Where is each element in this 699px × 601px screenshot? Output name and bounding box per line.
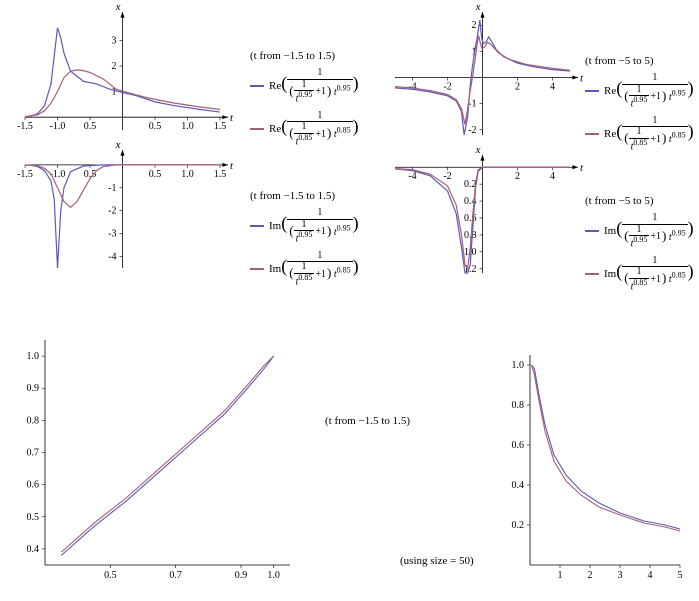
- legend-formula: Re( 1 (1t0.85+1) t0.85 ): [269, 111, 359, 148]
- legend-formula: Re( 1 (1t0.85+1) t0.85 ): [604, 116, 694, 153]
- svg-text:0.8: 0.8: [512, 400, 525, 411]
- svg-text:0.6: 0.6: [512, 440, 525, 451]
- svg-text:-4: -4: [108, 252, 116, 263]
- svg-text:3: 3: [112, 35, 117, 46]
- legend-title: (t from −1.5 to 1.5): [250, 190, 359, 202]
- svg-text:0.4: 0.4: [512, 480, 525, 491]
- svg-text:t: t: [580, 162, 584, 174]
- svg-text:-1.5: -1.5: [17, 169, 33, 180]
- legend-title: (t from −1.5 to 1.5): [250, 50, 359, 62]
- svg-text:x: x: [115, 1, 121, 13]
- svg-text:0.7: 0.7: [169, 570, 182, 581]
- legend-swatch: [585, 230, 599, 232]
- legend: (t from −1.5 to 1.5) Im( 1 (1t0.95+1) t0…: [250, 190, 359, 288]
- bottom-left-chart: 0.5 0.7 0.9 1.0 0.4 0.5 0.6 0.7 0.8 0.9 1.0: [27, 340, 291, 581]
- legend-swatch: [250, 268, 264, 270]
- svg-text:-4: -4: [408, 171, 416, 182]
- legend-item-2: Im( 1 (1t0.85+1) t0.85 ): [585, 256, 694, 293]
- svg-text:4: 4: [550, 171, 555, 182]
- svg-text:0.8: 0.8: [27, 415, 40, 426]
- svg-text:-2: -2: [468, 125, 476, 136]
- svg-text:4: 4: [550, 82, 555, 93]
- svg-text:0.5: 0.5: [149, 121, 162, 132]
- svg-text:t: t: [230, 160, 234, 172]
- svg-text:0.9: 0.9: [235, 570, 248, 581]
- svg-text:t: t: [230, 112, 234, 124]
- legend-item-2: Re( 1 (1t0.85+1) t0.85 ): [250, 111, 359, 148]
- svg-text:1.0: 1.0: [181, 121, 194, 132]
- svg-text:t: t: [580, 73, 584, 85]
- svg-text:0.5: 0.5: [84, 121, 97, 132]
- legend-formula: Re( 1 (1t0.95+1) t0.95 ): [604, 73, 694, 110]
- svg-text:-2: -2: [108, 206, 116, 217]
- legend-swatch: [250, 225, 264, 227]
- size-note: (using size = 50): [400, 555, 474, 567]
- svg-text:-2: -2: [443, 82, 451, 93]
- svg-text:0.7: 0.7: [27, 448, 40, 459]
- legend-swatch: [585, 273, 599, 275]
- svg-text:3: 3: [618, 570, 623, 581]
- legend-item-1: Re( 1 (1t0.95+1) t0.95 ): [585, 73, 694, 110]
- svg-text:0.6: 0.6: [27, 480, 40, 491]
- legend-item-2: Re( 1 (1t0.85+1) t0.85 ): [585, 116, 694, 153]
- svg-text:0.8: 0.8: [464, 230, 477, 241]
- svg-text:x: x: [475, 144, 481, 156]
- legend: (t from −5 to 5) Re( 1 (1t0.95+1) t0.95 …: [585, 55, 694, 153]
- svg-text:1.0: 1.0: [512, 360, 525, 371]
- svg-text:2: 2: [588, 570, 593, 581]
- svg-text:1.0: 1.0: [27, 351, 40, 362]
- legend-title: (t from −5 to 5): [585, 195, 694, 207]
- legend-swatch: [250, 128, 264, 130]
- svg-text:0.5: 0.5: [27, 512, 40, 523]
- im-wide-chart: tx-4-2240.20.40.60.81.01.2: [395, 144, 584, 275]
- re-small-chart: tx-1.5-1.00.50.51.01.5123: [17, 1, 234, 132]
- svg-text:-1.0: -1.0: [50, 169, 66, 180]
- svg-text:0.9: 0.9: [27, 383, 40, 394]
- svg-text:-2: -2: [443, 171, 451, 182]
- legend-formula: Im( 1 (1t0.95+1) t0.95 ): [269, 208, 359, 245]
- range-label: (t from −1.5 to 1.5): [325, 415, 410, 427]
- bottom-right-chart: 1 2 3 4 5 0.2 0.4 0.6 0.8 1.0: [512, 355, 683, 581]
- svg-text:2: 2: [112, 61, 117, 72]
- legend-formula: Re( 1 (1t0.95+1) t0.95 ): [269, 68, 359, 105]
- legend-swatch: [585, 90, 599, 92]
- svg-text:-3: -3: [108, 229, 116, 240]
- legend-formula: Im( 1 (1t0.95+1) t0.95 ): [604, 213, 694, 250]
- legend-item-1: Im( 1 (1t0.95+1) t0.95 ): [250, 208, 359, 245]
- svg-text:0.5: 0.5: [149, 169, 162, 180]
- svg-text:-4: -4: [408, 82, 416, 93]
- svg-text:1.0: 1.0: [181, 169, 194, 180]
- svg-text:-1.0: -1.0: [50, 121, 66, 132]
- svg-text:0.5: 0.5: [104, 570, 117, 581]
- legend-swatch: [585, 133, 599, 135]
- svg-text:x: x: [115, 139, 121, 151]
- im-small-chart: tx-1.5-1.00.50.51.01.5-1-2-3-4: [17, 139, 234, 268]
- svg-text:-1: -1: [108, 183, 116, 194]
- svg-text:1: 1: [558, 570, 563, 581]
- svg-text:2: 2: [472, 20, 477, 31]
- svg-text:4: 4: [648, 570, 653, 581]
- legend-item-1: Im( 1 (1t0.95+1) t0.95 ): [585, 213, 694, 250]
- legend-title: (t from −5 to 5): [585, 55, 694, 67]
- svg-text:1.5: 1.5: [214, 121, 227, 132]
- svg-text:x: x: [475, 1, 481, 13]
- svg-text:-1.5: -1.5: [17, 121, 33, 132]
- svg-text:2: 2: [515, 171, 520, 182]
- legend-item-2: Im( 1 (1t0.85+1) t0.85 ): [250, 251, 359, 288]
- legend: (t from −1.5 to 1.5) Re( 1 (1t0.95+1) t0…: [250, 50, 359, 148]
- legend-swatch: [250, 85, 264, 87]
- svg-text:0.6: 0.6: [464, 213, 477, 224]
- legend-formula: Im( 1 (1t0.85+1) t0.85 ): [604, 256, 694, 293]
- svg-text:0.4: 0.4: [27, 544, 40, 555]
- legend-item-1: Re( 1 (1t0.95+1) t0.95 ): [250, 68, 359, 105]
- legend: (t from −5 to 5) Im( 1 (1t0.95+1) t0.95 …: [585, 195, 694, 293]
- re-wide-chart: tx-4-224-2-112: [395, 1, 584, 136]
- svg-text:2: 2: [515, 82, 520, 93]
- svg-text:1.5: 1.5: [214, 169, 227, 180]
- svg-text:5: 5: [678, 570, 683, 581]
- svg-text:1.0: 1.0: [267, 570, 280, 581]
- legend-formula: Im( 1 (1t0.85+1) t0.85 ): [269, 251, 359, 288]
- svg-text:0.2: 0.2: [512, 520, 525, 531]
